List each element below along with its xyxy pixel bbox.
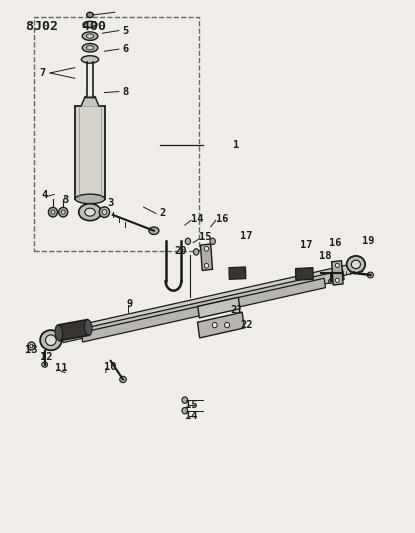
Ellipse shape (46, 335, 56, 345)
Text: 2: 2 (159, 208, 165, 219)
Ellipse shape (335, 278, 339, 282)
Text: 12: 12 (40, 352, 52, 361)
Ellipse shape (40, 330, 61, 350)
Text: 22: 22 (240, 320, 253, 330)
Ellipse shape (120, 376, 126, 383)
Text: 19: 19 (362, 236, 374, 246)
Ellipse shape (193, 249, 199, 255)
Text: 21: 21 (230, 305, 243, 315)
Ellipse shape (86, 46, 94, 50)
Polygon shape (81, 96, 99, 106)
Ellipse shape (205, 246, 208, 251)
Text: 18: 18 (319, 251, 331, 261)
Bar (75, 106, 105, 199)
Bar (198, 297, 240, 318)
Ellipse shape (79, 204, 101, 221)
Text: 16: 16 (329, 238, 342, 248)
Ellipse shape (86, 34, 94, 38)
Text: 15: 15 (185, 400, 197, 410)
Ellipse shape (225, 322, 229, 328)
Text: 1: 1 (233, 140, 239, 150)
Bar (58, 320, 89, 341)
Text: 15: 15 (199, 232, 212, 243)
Ellipse shape (210, 238, 215, 245)
Ellipse shape (87, 12, 93, 18)
Text: 20: 20 (174, 246, 187, 256)
Bar (198, 312, 244, 338)
Ellipse shape (212, 322, 217, 328)
Ellipse shape (182, 408, 188, 414)
Bar (81, 278, 325, 342)
Ellipse shape (83, 21, 97, 28)
Text: 6: 6 (122, 44, 128, 54)
Text: 5: 5 (122, 26, 128, 36)
Text: 7: 7 (39, 68, 46, 78)
Bar (295, 268, 313, 280)
Text: 17: 17 (300, 240, 312, 251)
Ellipse shape (82, 44, 98, 52)
Text: 14: 14 (185, 411, 197, 421)
Ellipse shape (75, 194, 105, 204)
Text: 10: 10 (105, 362, 117, 372)
Ellipse shape (367, 272, 374, 278)
Text: 3: 3 (107, 198, 114, 208)
Ellipse shape (84, 320, 92, 335)
Bar (332, 261, 343, 285)
Bar (34, 17, 199, 251)
Ellipse shape (42, 362, 48, 367)
Ellipse shape (49, 207, 57, 217)
Ellipse shape (149, 227, 159, 235)
Ellipse shape (329, 279, 333, 284)
Ellipse shape (51, 210, 55, 214)
Text: 3: 3 (62, 195, 68, 205)
Ellipse shape (335, 263, 339, 268)
Text: 14: 14 (191, 214, 203, 224)
Bar (62, 270, 344, 343)
Bar (42, 262, 363, 343)
Ellipse shape (85, 208, 95, 216)
Text: 8J02   400: 8J02 400 (26, 20, 106, 33)
Ellipse shape (347, 256, 365, 273)
Text: 17: 17 (240, 231, 253, 241)
Bar (200, 244, 212, 270)
Ellipse shape (185, 238, 190, 245)
Ellipse shape (82, 32, 98, 41)
Ellipse shape (182, 397, 188, 403)
Ellipse shape (55, 325, 63, 341)
Text: 8: 8 (122, 86, 128, 96)
Text: 16: 16 (216, 214, 228, 224)
Ellipse shape (205, 263, 208, 268)
Ellipse shape (99, 207, 110, 217)
Ellipse shape (102, 209, 107, 215)
Text: 11: 11 (55, 364, 67, 373)
Text: 13: 13 (25, 345, 38, 356)
Ellipse shape (61, 210, 65, 214)
Text: 4: 4 (42, 190, 48, 200)
Ellipse shape (81, 56, 99, 63)
Ellipse shape (352, 260, 361, 269)
Text: 9: 9 (126, 298, 132, 309)
Bar (229, 267, 246, 279)
Ellipse shape (59, 207, 68, 217)
